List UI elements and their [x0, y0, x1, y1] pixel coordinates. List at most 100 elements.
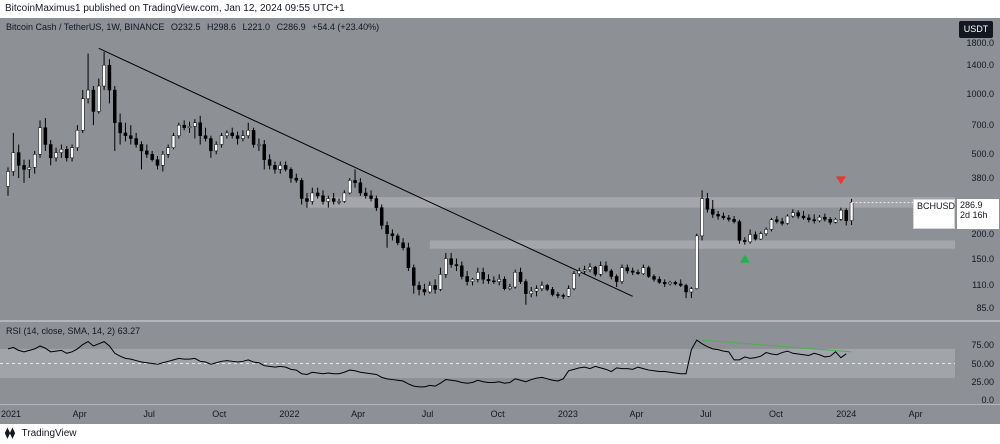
candle-body [492, 280, 496, 283]
candle-body [807, 217, 811, 220]
footer-brand: TradingView [21, 428, 77, 439]
candle-body [102, 64, 106, 87]
candle-body [326, 198, 331, 202]
candle-body [123, 132, 128, 136]
candle-body [652, 276, 656, 280]
tradingview-logo-icon: ⧫⧫ [5, 428, 15, 439]
candle-body [486, 279, 491, 282]
candle-body [839, 210, 843, 220]
candle-body [27, 167, 32, 170]
chart-frame[interactable]: Bitcoin Cash / TetherUS, 1W, BINANCE O23… [0, 18, 1000, 424]
publish-header: BitcoinMaximus1 published on TradingView… [0, 0, 1000, 18]
descending-trendline [98, 47, 633, 297]
rsi-tick-label: 25.00 [971, 376, 994, 387]
candle-body [129, 135, 133, 139]
candle-body [150, 154, 154, 160]
candle-body [710, 209, 715, 215]
candle-body [550, 289, 555, 295]
candle-body [689, 288, 694, 293]
candle-body [353, 180, 357, 184]
candle-body [716, 214, 720, 217]
rsi-line [7, 339, 847, 388]
candle-body [262, 144, 267, 160]
candle-body [497, 279, 501, 282]
time-tick-label: Oct [490, 409, 505, 419]
candle-body [70, 147, 74, 159]
candle-body [145, 150, 149, 155]
candle-body [6, 171, 10, 187]
candle-body [785, 215, 790, 224]
candle-body [444, 258, 448, 275]
price-tick-label: 200.0 [971, 228, 994, 239]
candle-body [684, 285, 688, 293]
time-tick-label: Apr [908, 409, 923, 419]
candle-body [374, 198, 379, 208]
candle-body [460, 265, 464, 277]
last-price-label: 286.9 2d 16h [957, 199, 999, 229]
rsi-tick-label: 75.00 [971, 340, 994, 351]
candle-body [155, 159, 160, 166]
candle-body [177, 124, 181, 136]
candle-body [241, 135, 245, 139]
price-axis[interactable]: 1800.0 1400.0 1000.0 700.0 500.0 380.0 200.0 15… [955, 18, 1000, 319]
candle-body [561, 295, 566, 297]
rsi-divergence-line [702, 339, 852, 353]
candle-body [780, 221, 784, 224]
rsi-pane[interactable]: RSI (14, close, SMA, 14, 2) 63.27 [0, 323, 955, 404]
candle-body [593, 266, 598, 275]
candle-body [588, 266, 592, 270]
candle-body [775, 219, 779, 222]
time-axis[interactable]: 2021 Apr Jul Oct 2022 Apr Jul Oct 2023 Apr Jul Oct 2… [0, 404, 1000, 424]
candle-body [203, 135, 208, 139]
rsi-legend: RSI (14, close, SMA, 14, 2) 63.27 [6, 326, 140, 336]
candle-body [844, 210, 848, 222]
price-pane[interactable]: Bitcoin Cash / TetherUS, 1W, BINANCE O23… [0, 18, 955, 319]
candle-body [732, 219, 736, 222]
arrow-up-marker-icon [739, 254, 750, 263]
candle-body [828, 219, 832, 223]
price-tag-symbol: BCHUSDT [917, 201, 955, 211]
rsi-chart-svg[interactable] [0, 323, 955, 404]
candle-body [219, 135, 224, 145]
last-price-value: 286.9 [960, 200, 983, 210]
price-tick-label: 500.0 [971, 149, 994, 160]
candle-body [32, 154, 37, 168]
pane-separator[interactable] [0, 320, 1000, 322]
candle-body [182, 124, 186, 128]
candle-body [251, 130, 256, 145]
candle-body [764, 229, 768, 234]
candle-body [817, 216, 822, 222]
candle-body [700, 198, 704, 237]
time-tick-label: Jul [143, 409, 155, 419]
candle-body [481, 272, 485, 280]
candle-body [406, 247, 411, 268]
candle-body [662, 282, 667, 285]
legend-high: H298.6 [206, 22, 236, 32]
candle-body [48, 144, 53, 159]
rsi-axis[interactable]: 75.00 50.00 25.00 0.0 [955, 323, 1000, 405]
price-tick-label: 110.0 [972, 280, 994, 291]
time-tick-label: 2021 [1, 409, 22, 419]
candle-body [769, 219, 774, 230]
price-tick-label: 1800.0 [966, 38, 994, 49]
candle-body [305, 198, 309, 202]
time-tick-label: 2022 [279, 409, 300, 419]
time-tick-label: 2023 [557, 409, 578, 419]
candle-body [363, 192, 368, 196]
currency-button[interactable]: USDT [959, 21, 993, 38]
candle-body [417, 285, 421, 290]
price-chart-svg[interactable] [0, 18, 955, 319]
price-tick-label: 380.0 [971, 173, 994, 184]
candle-body [257, 144, 261, 146]
candle-body [609, 270, 614, 277]
candle-body [390, 233, 395, 237]
candle-body [433, 285, 437, 290]
symbol-price-tag: BCHUSDT [913, 199, 955, 229]
candle-body [401, 242, 405, 248]
candle-body [470, 279, 475, 282]
candle-body [54, 152, 58, 159]
candle-body [358, 182, 363, 194]
time-tick-label: Apr [72, 409, 87, 419]
candle-body [438, 274, 443, 290]
candle-body [38, 127, 42, 155]
